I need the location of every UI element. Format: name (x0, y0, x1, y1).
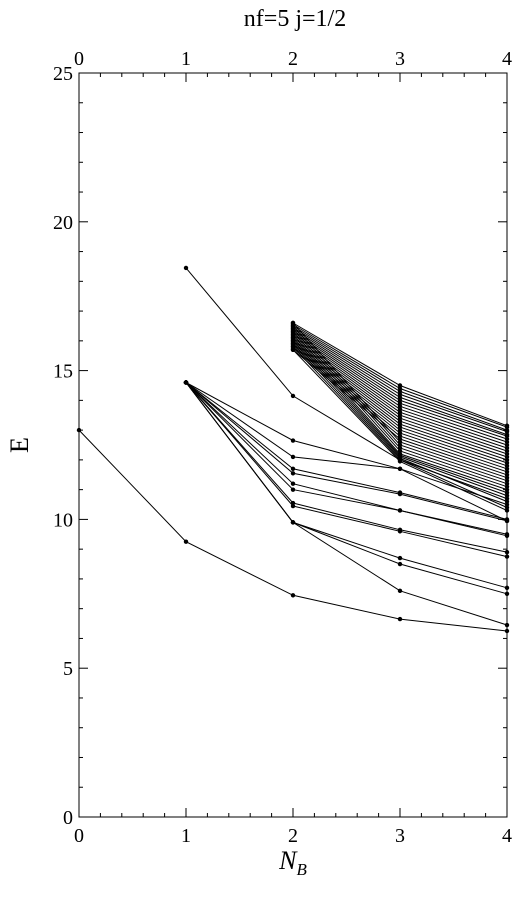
data-point (290, 520, 296, 525)
x-top-tick-label: 0 (74, 48, 84, 70)
data-point (290, 481, 296, 486)
data-point (183, 539, 189, 544)
x-axis-label-main: N (278, 846, 298, 875)
data-point (290, 487, 296, 492)
x-tick-label: 3 (395, 825, 405, 847)
series-line (185, 382, 508, 522)
y-tick-label: 15 (53, 361, 73, 383)
y-tick-label: 5 (63, 658, 73, 680)
data-point (290, 503, 296, 509)
data-point (290, 471, 296, 476)
data-point (183, 265, 189, 271)
x-top-tick-label: 2 (288, 48, 298, 70)
data-point (504, 493, 510, 498)
series-line (185, 267, 508, 500)
x-tick-label: 2 (288, 825, 298, 847)
data-point (290, 347, 296, 352)
x-top-tick-label: 3 (395, 48, 405, 70)
data-point (397, 508, 403, 513)
plot-frame (78, 72, 508, 818)
series-layer (76, 265, 510, 634)
data-point (504, 499, 510, 504)
data-point (504, 554, 510, 559)
data-point (397, 466, 403, 472)
data-point (504, 518, 510, 524)
series-line (185, 382, 508, 558)
series-line (185, 382, 508, 522)
x-tick-label: 1 (181, 825, 191, 847)
data-point (76, 427, 82, 433)
data-point (397, 588, 403, 594)
y-tick-label: 25 (53, 63, 73, 85)
y-tick-label: 20 (53, 212, 73, 234)
data-point (504, 622, 510, 628)
data-point (397, 529, 403, 534)
x-tick-label: 4 (502, 825, 512, 847)
data-point (504, 549, 510, 555)
data-point (397, 561, 403, 567)
data-point (397, 491, 403, 497)
x-axis-label: NB (278, 846, 307, 879)
data-point (397, 555, 403, 561)
data-point (183, 380, 189, 385)
series-line (185, 382, 508, 535)
data-point (397, 616, 403, 622)
data-point (290, 593, 296, 598)
chart-title: nf=5 j=1/2 (244, 6, 346, 32)
y-axis-label: E (5, 437, 34, 453)
data-point (290, 454, 296, 460)
data-point (504, 628, 510, 634)
data-point (290, 466, 296, 472)
data-point (290, 393, 296, 399)
series-line (185, 382, 508, 520)
data-point (290, 438, 296, 443)
data-point (504, 585, 510, 591)
series-line (185, 382, 508, 553)
series-line (185, 382, 508, 537)
series-line (185, 382, 508, 626)
x-top-tick-label: 1 (181, 48, 191, 70)
y-tick-label: 10 (53, 509, 73, 531)
data-point (504, 508, 510, 513)
data-point (397, 459, 403, 464)
data-point (504, 533, 510, 538)
series-line (78, 429, 508, 632)
x-top-tick-label: 4 (502, 48, 512, 70)
series-line (185, 382, 508, 505)
y-tick-label: 0 (63, 807, 73, 829)
x-axis-label-subscript: B (296, 860, 307, 879)
x-tick-label: 0 (74, 825, 84, 847)
data-point (504, 591, 510, 596)
